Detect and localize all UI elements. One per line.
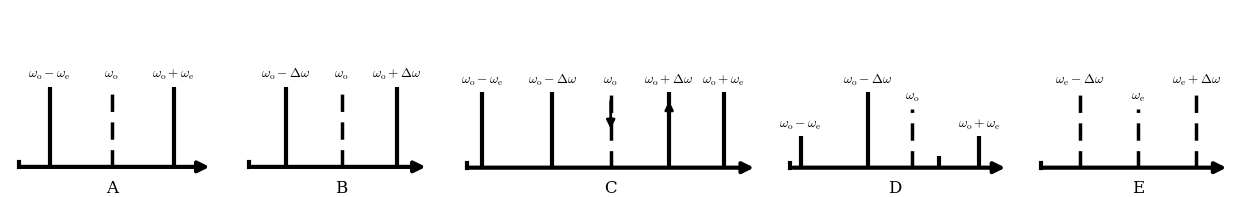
Text: $\omega_\mathrm{o}-\omega_\mathrm{e}$: $\omega_\mathrm{o}-\omega_\mathrm{e}$: [779, 119, 822, 132]
Text: B: B: [336, 180, 347, 197]
Text: $\omega_\mathrm{o}$: $\omega_\mathrm{o}$: [104, 69, 119, 82]
Text: $\omega_\mathrm{o}+\omega_\mathrm{e}$: $\omega_\mathrm{o}+\omega_\mathrm{e}$: [153, 68, 195, 82]
Text: $\omega_\mathrm{o}$: $\omega_\mathrm{o}$: [335, 69, 348, 82]
Text: $\omega_\mathrm{o}-\omega_\mathrm{e}$: $\omega_\mathrm{o}-\omega_\mathrm{e}$: [461, 75, 503, 88]
Text: $\omega_\mathrm{e}-\Delta\omega$: $\omega_\mathrm{e}-\Delta\omega$: [1055, 72, 1104, 88]
Text: $\omega_\mathrm{o}-\Delta\omega$: $\omega_\mathrm{o}-\Delta\omega$: [262, 67, 311, 82]
Text: C: C: [604, 180, 618, 197]
Text: $\omega_\mathrm{o}-\Delta\omega$: $\omega_\mathrm{o}-\Delta\omega$: [843, 72, 893, 88]
Text: $\omega_\mathrm{o}$: $\omega_\mathrm{o}$: [905, 91, 919, 104]
Text: $\omega_\mathrm{o}-\Delta\omega$: $\omega_\mathrm{o}-\Delta\omega$: [527, 72, 577, 88]
Text: $\omega_\mathrm{e}$: $\omega_\mathrm{e}$: [1131, 91, 1145, 104]
Text: $\omega_\mathrm{o}-\omega_\mathrm{e}$: $\omega_\mathrm{o}-\omega_\mathrm{e}$: [29, 69, 71, 82]
Text: $\omega_\mathrm{o}$: $\omega_\mathrm{o}$: [604, 75, 618, 88]
Text: $\omega_\mathrm{e}+\Delta\omega$: $\omega_\mathrm{e}+\Delta\omega$: [1172, 72, 1220, 88]
Text: $\omega_\mathrm{o}+\Delta\omega$: $\omega_\mathrm{o}+\Delta\omega$: [372, 67, 422, 82]
Text: A: A: [105, 180, 118, 197]
Text: $\omega_\mathrm{o}+\omega_\mathrm{e}$: $\omega_\mathrm{o}+\omega_\mathrm{e}$: [702, 73, 745, 88]
Text: $\omega_\mathrm{o}+\Delta\omega$: $\omega_\mathrm{o}+\Delta\omega$: [645, 72, 694, 88]
Text: D: D: [888, 180, 901, 197]
Text: $\omega_\mathrm{o}+\omega_\mathrm{e}$: $\omega_\mathrm{o}+\omega_\mathrm{e}$: [959, 117, 1001, 132]
Text: E: E: [1132, 180, 1145, 197]
